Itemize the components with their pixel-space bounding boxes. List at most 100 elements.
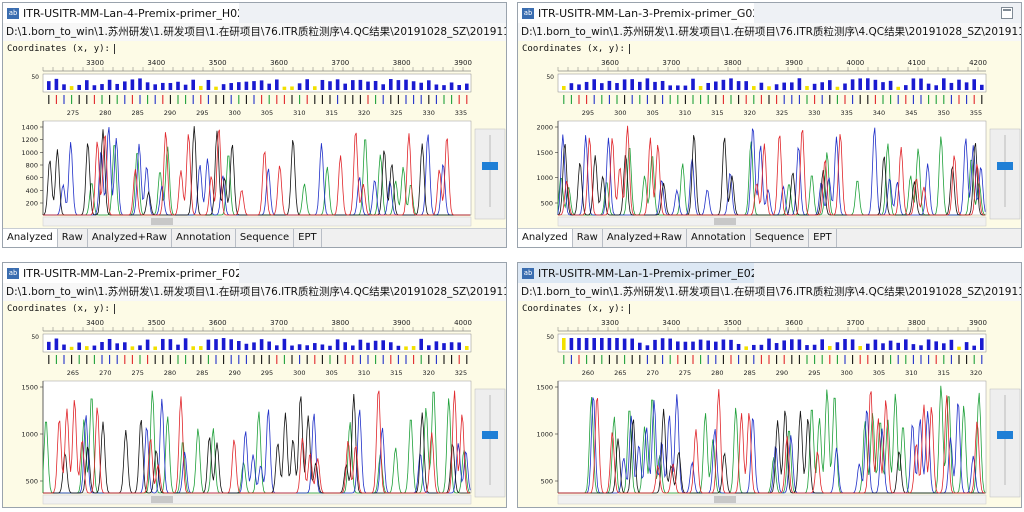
scan-tick-label: 3400	[662, 319, 680, 327]
view-tab-sequence[interactable]: Sequence	[236, 229, 295, 247]
qv-bar	[313, 86, 317, 90]
scan-tick-label: 3500	[147, 319, 165, 327]
intensity-tick-label: 500	[541, 478, 553, 486]
qv-bar	[790, 339, 794, 350]
vertical-zoom-slider[interactable]	[989, 128, 1021, 220]
qv-bar	[305, 345, 309, 350]
qv-bar	[328, 345, 332, 350]
horizontal-scrollbar[interactable]	[557, 216, 987, 227]
qv-bar	[305, 79, 309, 90]
qv-bar	[881, 343, 885, 350]
base-position-label: 325	[776, 109, 788, 117]
qv-bar	[130, 346, 135, 350]
qv-bar	[366, 81, 370, 90]
qv-bar	[577, 338, 581, 350]
view-tab-analyzed[interactable]: Analyzed	[3, 229, 58, 247]
view-tab-annotation[interactable]: Annotation	[172, 229, 236, 247]
qv-bar	[47, 341, 51, 350]
qv-bar	[275, 345, 279, 350]
qv-bar	[457, 85, 461, 90]
view-tab-sequence[interactable]: Sequence	[751, 229, 810, 247]
zoom-handle[interactable]	[482, 431, 498, 439]
scrollbar-thumb[interactable]	[151, 496, 173, 503]
maximize-icon[interactable]	[1001, 7, 1013, 19]
trace-C	[557, 127, 986, 216]
view-tab-annotation[interactable]: Annotation	[687, 229, 751, 247]
coordinates-label: Coordinates (x, y):	[7, 44, 110, 54]
view-tab-analyzed[interactable]: Analyzed	[518, 229, 573, 247]
scan-tick-label: 3600	[209, 319, 227, 327]
base-position-label: 295	[582, 109, 594, 117]
qv-bar	[191, 79, 195, 90]
base-position-label: 300	[614, 109, 626, 117]
horizontal-scrollbar[interactable]	[557, 494, 987, 505]
qv-bar	[465, 345, 469, 350]
qv-bar	[957, 346, 961, 350]
horizontal-scrollbar[interactable]	[42, 494, 472, 505]
text-cursor	[113, 43, 115, 54]
qv-bar	[752, 344, 756, 350]
qv-bar	[729, 339, 733, 350]
tab-bar	[754, 3, 1021, 24]
view-tab-analyzed-raw[interactable]: Analyzed+Raw	[603, 229, 687, 247]
base-position-label: 315	[325, 109, 337, 117]
view-tab-raw[interactable]: Raw	[573, 229, 603, 247]
qv-bar	[366, 342, 370, 350]
qv-bar	[926, 339, 931, 350]
scrollbar-thumb[interactable]	[151, 218, 173, 225]
vertical-zoom-slider[interactable]	[474, 128, 506, 220]
qv-bar	[964, 342, 969, 350]
scan-tick-label: 4000	[846, 59, 864, 67]
horizontal-scrollbar[interactable]	[42, 216, 472, 227]
scan-tick-label: 3800	[393, 59, 411, 67]
base-calls	[48, 355, 468, 364]
qv-bar	[206, 339, 211, 350]
qv-bar	[335, 79, 340, 90]
qv-bar	[77, 342, 81, 350]
view-tab-analyzed-raw[interactable]: Analyzed+Raw	[88, 229, 172, 247]
vertical-zoom-slider[interactable]	[474, 388, 506, 498]
view-tab-ept[interactable]: EPT	[809, 229, 837, 247]
qv-bar	[584, 81, 589, 90]
scrollbar-thumb[interactable]	[714, 496, 736, 503]
qv-bar	[600, 83, 604, 90]
qv-bar	[980, 338, 984, 350]
scan-tick-label: 3500	[724, 319, 742, 327]
vertical-zoom-slider[interactable]	[989, 388, 1021, 498]
file-path: D:\1.born_to_win\1.苏州研发\1.研发项目\1.在研项目\76…	[518, 283, 1021, 301]
qv-bar	[107, 338, 112, 350]
base-position-label: 290	[776, 369, 788, 377]
qv-bar	[653, 339, 657, 350]
qv-bar	[449, 342, 454, 350]
view-tab-ept[interactable]: EPT	[294, 229, 322, 247]
base-position-label: 280	[164, 369, 176, 377]
qv-bar	[858, 346, 862, 350]
qv-bar	[153, 84, 157, 90]
qv-bar	[351, 80, 355, 90]
qv-bar	[69, 346, 74, 350]
zoom-handle[interactable]	[997, 431, 1013, 439]
qv-bar	[797, 339, 802, 350]
qv-bar	[881, 82, 885, 90]
qv-bar	[229, 83, 233, 90]
scrollbar-thumb[interactable]	[714, 218, 736, 225]
qv-bar	[313, 343, 317, 350]
base-position-label: 295	[808, 369, 820, 377]
qv-bar	[691, 341, 695, 350]
scan-tick-label: 3800	[724, 59, 742, 67]
base-position-label: 355	[970, 109, 982, 117]
base-position-label: 310	[358, 369, 370, 377]
trace-panel-2: ab ITR-USITR-MM-Lan-3-Premix-primer_G02.a…	[517, 2, 1022, 248]
zoom-handle[interactable]	[997, 162, 1013, 170]
qv-bar	[850, 339, 855, 350]
qv-axis-label: 50	[546, 74, 554, 81]
qv-bar	[54, 338, 59, 350]
qv-bar	[812, 344, 817, 350]
zoom-handle[interactable]	[482, 162, 498, 170]
qv-bar	[698, 339, 703, 350]
qv-bar	[297, 344, 302, 350]
view-tab-raw[interactable]: Raw	[58, 229, 88, 247]
qv-bar	[615, 338, 619, 350]
qv-bar	[138, 78, 142, 90]
